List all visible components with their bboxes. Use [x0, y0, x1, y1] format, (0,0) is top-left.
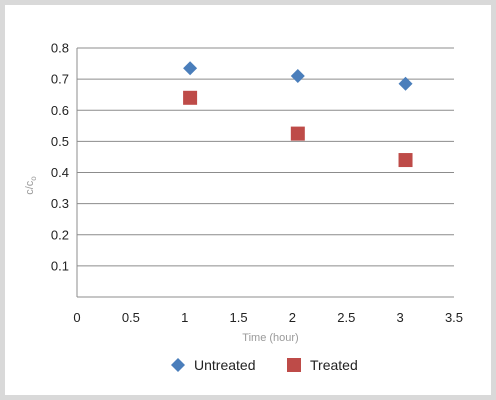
- y-axis-label: c/co: [24, 176, 38, 195]
- treated-legend-marker: [287, 358, 301, 372]
- x-axis-label: Time (hour): [242, 332, 298, 344]
- chart-frame: 0.1 0.2 0.3 0.4 0.5 0.6 0.7 0.8 0 0.5 1 1.5 2 2.5 3 3.…: [5, 5, 491, 395]
- treated-legend-label: Treated: [310, 357, 358, 373]
- axes: [76, 48, 454, 298]
- y-axis-label-subscript: o: [29, 176, 38, 181]
- y-tick-label: 0.2: [51, 227, 69, 242]
- treated-point: [398, 153, 413, 168]
- x-tick-labels: 0 0.5 1 1.5 2 2.5 3 3.5: [73, 310, 463, 325]
- grid-lines: [77, 47, 454, 267]
- untreated-point: [290, 69, 305, 84]
- y-tick-label: 0.5: [51, 134, 69, 149]
- y-tick-label: 0.4: [51, 165, 69, 180]
- untreated-point: [183, 61, 198, 76]
- x-tick-label: 0: [73, 310, 80, 325]
- x-tick-label: 0.5: [122, 310, 140, 325]
- x-tick-label: 1: [181, 310, 188, 325]
- untreated-legend-label: Untreated: [194, 357, 255, 373]
- y-tick-label: 0.7: [51, 72, 69, 87]
- x-tick-label: 3.5: [445, 310, 463, 325]
- x-tick-label: 2: [289, 310, 296, 325]
- x-tick-label: 3: [397, 310, 404, 325]
- y-tick-label: 0.3: [51, 196, 69, 211]
- untreated-point: [398, 76, 413, 91]
- untreated-legend-marker: [171, 358, 185, 372]
- treated-point: [183, 90, 198, 105]
- y-axis-label-main: c/c: [24, 180, 36, 195]
- treated-point: [290, 126, 305, 141]
- chart: 0.1 0.2 0.3 0.4 0.5 0.6 0.7 0.8 0 0.5 1 1.5 2 2.5 3 3.…: [24, 41, 463, 374]
- y-tick-labels: 0.1 0.2 0.3 0.4 0.5 0.6 0.7 0.8: [51, 41, 69, 274]
- x-tick-label: 2.5: [337, 310, 355, 325]
- y-tick-label: 0.6: [51, 103, 69, 118]
- legend: Untreated Treated: [171, 357, 358, 373]
- x-tick-label: 1.5: [230, 310, 248, 325]
- data-points: [183, 61, 413, 168]
- y-tick-label: 0.8: [51, 41, 69, 56]
- y-tick-label: 0.1: [51, 258, 69, 273]
